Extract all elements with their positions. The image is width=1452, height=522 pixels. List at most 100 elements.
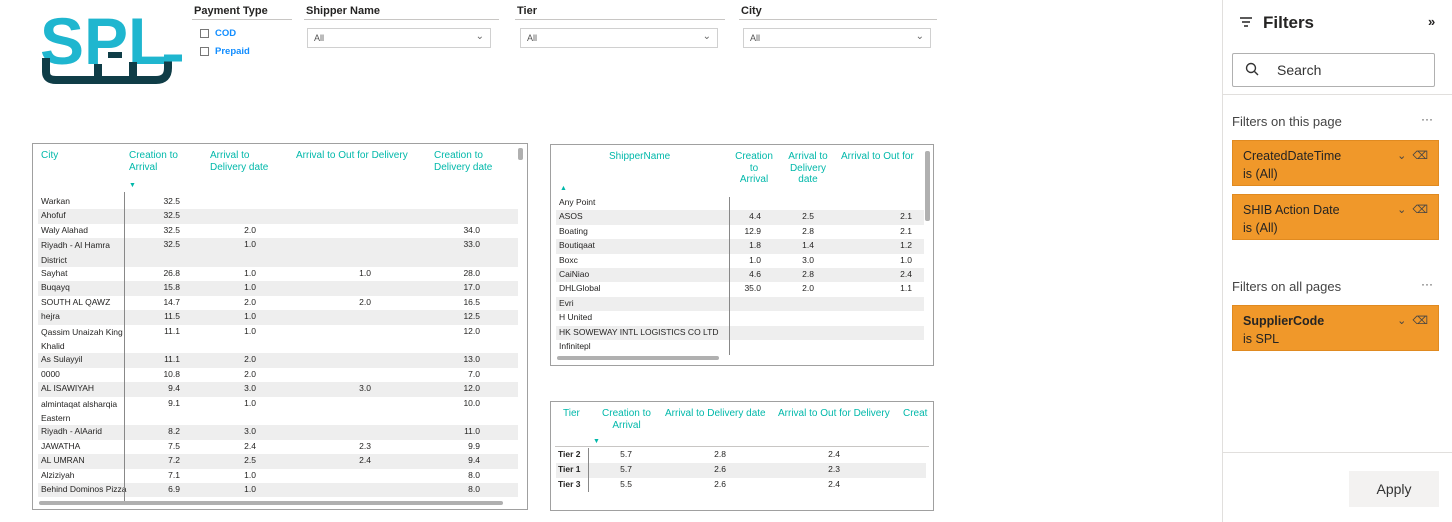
row-value: 2.8	[802, 269, 814, 279]
row-label: DHLGlobal	[559, 283, 601, 294]
row-label: Evri	[559, 297, 574, 308]
collapse-pane-icon[interactable]: »	[1428, 14, 1436, 29]
column-header-arrival-to-delivery[interactable]: Arrival to Delivery date	[788, 151, 828, 185]
table-row: hejra 11.5 1.0 12.5	[38, 310, 518, 325]
dropdown-value: All	[750, 33, 761, 43]
row-value: 17.0	[463, 282, 480, 293]
column-header-arrival-to-out[interactable]: Arrival to Out for	[841, 151, 914, 162]
payment-option-prepaid[interactable]: Prepaid	[200, 43, 250, 59]
row-value: 8.2	[168, 426, 180, 437]
column-header-creation-to-arrival[interactable]: Creation to Arrival	[735, 151, 773, 185]
row-label: Buqayq	[41, 282, 70, 293]
row-label: SOUTH AL QAWZ	[41, 296, 111, 307]
shipper-name-title: Shipper Name	[306, 5, 380, 17]
row-value: 2.3	[359, 440, 371, 451]
column-header-creation-truncated[interactable]: Creat	[903, 408, 928, 419]
city-title: City	[741, 5, 762, 17]
column-header-city[interactable]: City	[41, 150, 59, 161]
table-row: Boxc 1.0 3.0 1.0	[556, 254, 924, 268]
row-value: 2.4	[244, 440, 256, 451]
horizontal-scrollbar[interactable]	[39, 501, 503, 505]
row-label: Tier 2	[558, 449, 581, 459]
column-header-arrival-to-out[interactable]: Arrival to Out for Delivery	[296, 150, 408, 161]
row-value: 12.0	[463, 383, 480, 394]
more-options-icon[interactable]: ···	[1421, 112, 1433, 126]
table-row: Infinitepl	[556, 340, 924, 354]
table-row: Tier 1 5.7 2.6 2.3	[556, 462, 926, 478]
row-value: 13.0	[463, 354, 480, 365]
column-header-arrival-to-delivery[interactable]: Arrival to Delivery date	[210, 150, 269, 173]
row-value: 3.0	[802, 254, 814, 265]
row-label: Boutiqaat	[559, 240, 595, 251]
row-label: As Sulayyil	[41, 354, 83, 365]
table-row: Sayhat 26.8 1.0 1.0 28.0	[38, 267, 518, 281]
row-value: 2.8	[714, 449, 726, 459]
row-label: H United	[559, 312, 593, 323]
row-value: 10.8	[163, 368, 180, 379]
apply-button[interactable]: Apply	[1349, 471, 1439, 507]
row-value: 2.4	[359, 455, 371, 466]
table-row: Any Point	[556, 196, 924, 210]
shipper-name-dropdown[interactable]: All ⌄	[307, 28, 491, 48]
filters-on-all-pages-label: Filters on all pages	[1232, 279, 1342, 294]
city-dropdown[interactable]: All ⌄	[743, 28, 931, 48]
chevron-down-icon[interactable]: ⌄ ⌫	[1397, 204, 1428, 216]
row-label: almintaqat alsharqia Eastern	[41, 398, 118, 423]
sort-asc-icon[interactable]: ▲	[560, 185, 567, 192]
row-value: 1.0	[900, 254, 912, 265]
filters-on-this-page-label: Filters on this page	[1232, 114, 1342, 129]
table-row: Evri	[556, 296, 924, 312]
row-value: 3.0	[244, 383, 256, 394]
table-row: JAWATHA 7.5 2.4 2.3 9.9	[38, 440, 518, 454]
column-header-tier[interactable]: Tier	[563, 408, 580, 419]
table-row: AL UMRAN 7.2 2.5 2.4 9.4	[38, 454, 518, 469]
vertical-scrollbar[interactable]	[518, 148, 523, 160]
column-header-arrival-to-out[interactable]: Arrival to Out for Delivery	[778, 408, 890, 419]
sort-desc-icon[interactable]: ▼	[129, 182, 136, 189]
table-row: DHLGlobal 35.0 2.0 1.1	[556, 282, 924, 296]
row-value: 1.0	[244, 325, 256, 336]
row-value: 2.4	[828, 478, 840, 489]
chevron-down-icon[interactable]: ⌄ ⌫	[1397, 315, 1428, 327]
filter-card-shib-action-date[interactable]: SHIB Action Date is (All) ⌄ ⌫	[1232, 194, 1439, 240]
chevron-down-icon: ⌄	[915, 31, 924, 42]
checkbox-icon[interactable]	[200, 28, 209, 38]
filter-card-supplier-code[interactable]: SupplierCode is SPL ⌄ ⌫	[1232, 305, 1439, 351]
filter-search-box[interactable]: Search	[1232, 53, 1435, 87]
row-label: Waly Alahad	[41, 224, 88, 235]
horizontal-scrollbar[interactable]	[557, 356, 719, 360]
row-value: 4.4	[749, 211, 761, 222]
row-value: 32.5	[163, 224, 180, 235]
row-value: 1.0	[244, 311, 256, 322]
tier-dropdown[interactable]: All ⌄	[520, 28, 718, 48]
column-header-creation-to-arrival[interactable]: Creation to Arrival	[602, 408, 651, 431]
column-header-shipper-name[interactable]: ShipperName	[609, 151, 671, 162]
chevron-down-icon[interactable]: ⌄ ⌫	[1397, 150, 1428, 162]
filter-card-created-date-time[interactable]: CreatedDateTime is (All) ⌄ ⌫	[1232, 140, 1439, 186]
row-value: 2.0	[244, 224, 256, 235]
row-value: 10.0	[463, 397, 480, 408]
row-value: 11.5	[164, 311, 180, 322]
payment-option-cod[interactable]: COD	[200, 25, 236, 41]
payment-type-title: Payment Type	[194, 5, 268, 17]
column-header-arrival-to-delivery[interactable]: Arrival to Delivery date	[665, 408, 766, 419]
row-value: 7.5	[168, 440, 180, 451]
row-value: 9.1	[168, 397, 180, 408]
row-value: 32.5	[163, 239, 180, 250]
row-label: Sayhat	[41, 268, 68, 278]
dropdown-value: All	[527, 33, 538, 43]
column-header-creation-to-delivery[interactable]: Creation to Delivery date	[434, 150, 493, 173]
row-label: 0000	[41, 368, 60, 379]
row-label: Infinitepl	[559, 341, 591, 351]
row-value: 15.8	[163, 282, 180, 293]
row-value: 2.0	[244, 296, 256, 307]
row-value: 2.4	[900, 269, 912, 279]
vertical-scrollbar[interactable]	[925, 151, 930, 221]
more-options-icon[interactable]: ···	[1421, 277, 1433, 291]
checkbox-icon[interactable]	[200, 46, 209, 56]
table-row: almintaqat alsharqia Eastern 9.1 1.0 10.0	[38, 397, 518, 426]
column-header-creation-to-arrival[interactable]: Creation to Arrival	[129, 150, 178, 173]
filter-card-name: CreatedDateTime	[1243, 149, 1342, 163]
table-row: Buqayq 15.8 1.0 17.0	[38, 281, 518, 296]
sort-desc-icon[interactable]: ▼	[593, 438, 600, 445]
